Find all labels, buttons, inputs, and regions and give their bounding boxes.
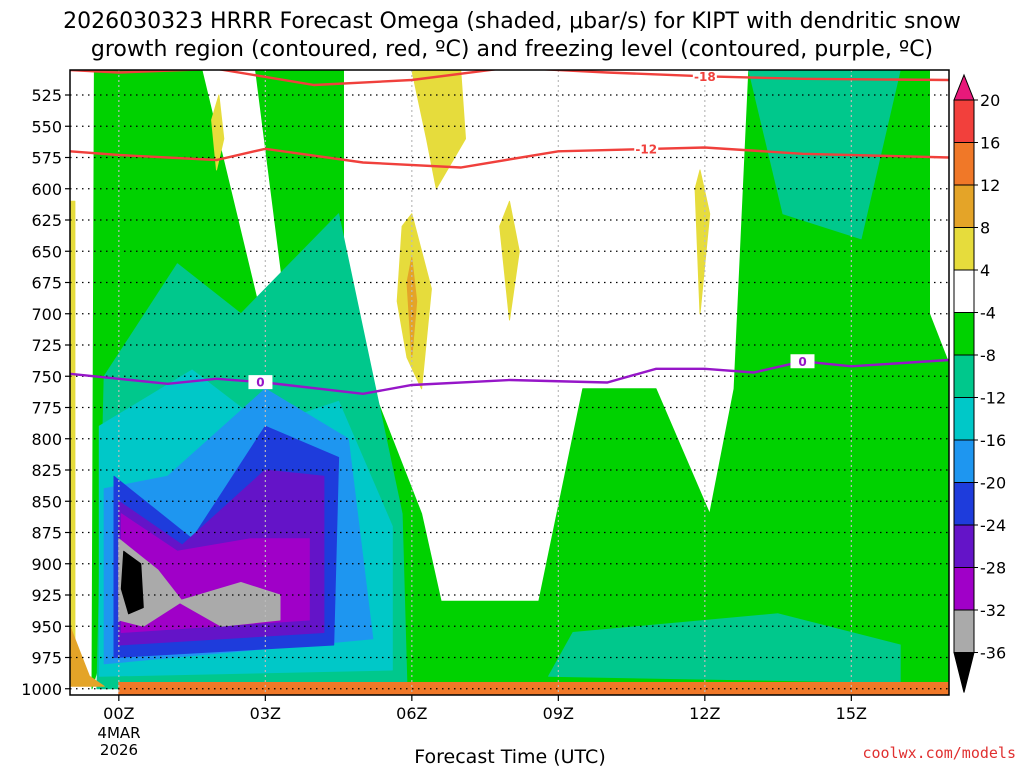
x-tick-label: 15Z <box>836 704 867 723</box>
colorbar-bin <box>953 609 975 653</box>
colorbar-label: 8 <box>980 219 990 238</box>
colorbar-bin <box>953 184 975 228</box>
colorbar-label: -20 <box>980 474 1006 493</box>
omega-region-yellow-1 <box>211 94 225 171</box>
y-tick-label: 575 <box>31 149 62 168</box>
y-tick-label: 600 <box>31 180 62 199</box>
x-axis-title: Forecast Time (UTC) <box>414 746 605 768</box>
y-tick-label: 900 <box>31 555 62 574</box>
omega-region-yellow-4 <box>499 200 520 321</box>
isoline-label-2-1: 0 <box>798 355 806 369</box>
isoline-label-1-0: -12 <box>635 143 657 157</box>
colorbar-bin <box>953 524 975 568</box>
omega-region-teal-lower-right <box>548 613 901 683</box>
x-tick-label: 12Z <box>689 704 720 723</box>
date-label-year: 2026 <box>100 741 138 759</box>
colorbar-label: -4 <box>980 304 996 323</box>
chart-title-line1: 2026030323 HRRR Forecast Omega (shaded, … <box>63 9 961 34</box>
colorbar-bin <box>953 99 975 143</box>
x-tick-label: 03Z <box>250 704 281 723</box>
omega-region-surface-strip <box>118 682 949 695</box>
colorbar-label: 12 <box>980 176 1000 195</box>
isoline-1 <box>70 146 949 169</box>
y-tick-label: 800 <box>31 430 62 449</box>
x-tick-label: 00Z <box>103 704 134 723</box>
colorbar-bin <box>953 567 975 611</box>
isoline-label-bg <box>790 354 815 369</box>
colorbar-label: -32 <box>980 601 1006 620</box>
y-tick-label: 825 <box>31 461 62 480</box>
y-tick-label: 550 <box>31 117 62 136</box>
colorbar-bin <box>953 482 975 526</box>
isoline-label-bg <box>248 375 273 390</box>
colorbar-label: -16 <box>980 431 1006 450</box>
y-tick-label: 675 <box>31 274 62 293</box>
y-tick-label: 525 <box>31 86 62 105</box>
chart-title-line2: growth region (contoured, red, ºC) and f… <box>91 37 933 62</box>
omega-region-yellow-2 <box>411 70 466 190</box>
y-axis: 525 550 575 600 625 650 675 700 725 750 775 800 825 8… <box>21 86 70 699</box>
colorbar-label: -28 <box>980 559 1006 578</box>
colorbar-bin <box>953 269 975 313</box>
omega-region-black-core <box>120 550 144 615</box>
y-tick-label: 950 <box>31 617 62 636</box>
colorbar-bin <box>953 227 975 271</box>
y-tick-label: 1000 <box>21 680 62 699</box>
isoline-label-bg <box>634 142 659 156</box>
grid <box>70 70 949 695</box>
colorbar-top-arrow <box>953 73 975 101</box>
colorbar-label: -24 <box>980 516 1006 535</box>
isoline-label-2-0: 0 <box>256 376 264 390</box>
colorbar-bin <box>953 439 975 483</box>
omega-region-orange-core <box>406 257 418 358</box>
omega-region-yellow-5 <box>694 169 711 315</box>
y-tick-label: 925 <box>31 586 62 605</box>
isoline-label-0-0: -18 <box>694 70 716 84</box>
colorbar-label: 20 <box>980 91 1000 110</box>
y-tick-label: 850 <box>31 492 62 511</box>
colorbar: 20 16 12 8 4 -4 -8 -12 -16 -20 -24 -28 -32 -36 <box>953 73 1006 693</box>
omega-region-gray-right <box>176 582 281 627</box>
colorbar-bin <box>953 142 975 186</box>
y-tick-label: 775 <box>31 399 62 418</box>
isoline-label-bg <box>692 70 717 84</box>
x-axis: 00Z 03Z 06Z 09Z 12Z 15Z <box>103 695 867 723</box>
y-tick-label: 650 <box>31 242 62 261</box>
plot-fill <box>70 70 949 695</box>
y-tick-label: 875 <box>31 524 62 543</box>
colorbar-label: 4 <box>980 261 990 280</box>
y-tick-label: 750 <box>31 367 62 386</box>
omega-region-orange-corner <box>70 625 105 687</box>
colorbar-bin <box>953 397 975 441</box>
colorbar-label: 16 <box>980 134 1000 153</box>
colorbar-label: -8 <box>980 346 996 365</box>
y-tick-label: 700 <box>31 305 62 324</box>
colorbar-bin <box>953 312 975 356</box>
x-tick-label: 06Z <box>396 704 427 723</box>
plot-frame <box>69 69 950 696</box>
x-tick-label: 09Z <box>543 704 574 723</box>
colorbar-bin <box>953 354 975 398</box>
y-tick-label: 975 <box>31 649 62 668</box>
credit-text: coolwx.com/models <box>862 744 1016 762</box>
y-tick-label: 625 <box>31 211 62 230</box>
colorbar-label: -12 <box>980 389 1006 408</box>
date-label-day: 4MAR <box>97 724 140 742</box>
colorbar-label: -36 <box>980 644 1006 663</box>
colorbar-bottom-arrow <box>953 652 975 693</box>
isoline-2 <box>70 358 949 396</box>
y-tick-label: 725 <box>31 336 62 355</box>
